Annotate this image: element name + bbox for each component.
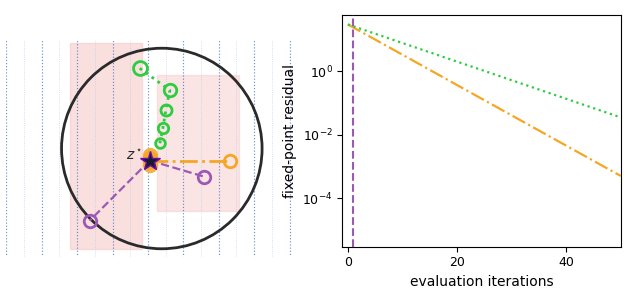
Y-axis label: fixed-point residual: fixed-point residual — [283, 64, 297, 198]
X-axis label: evaluation iterations: evaluation iterations — [410, 275, 554, 289]
Bar — [70, 43, 142, 249]
Text: $z^\star$: $z^\star$ — [125, 147, 143, 162]
Bar — [157, 75, 239, 211]
